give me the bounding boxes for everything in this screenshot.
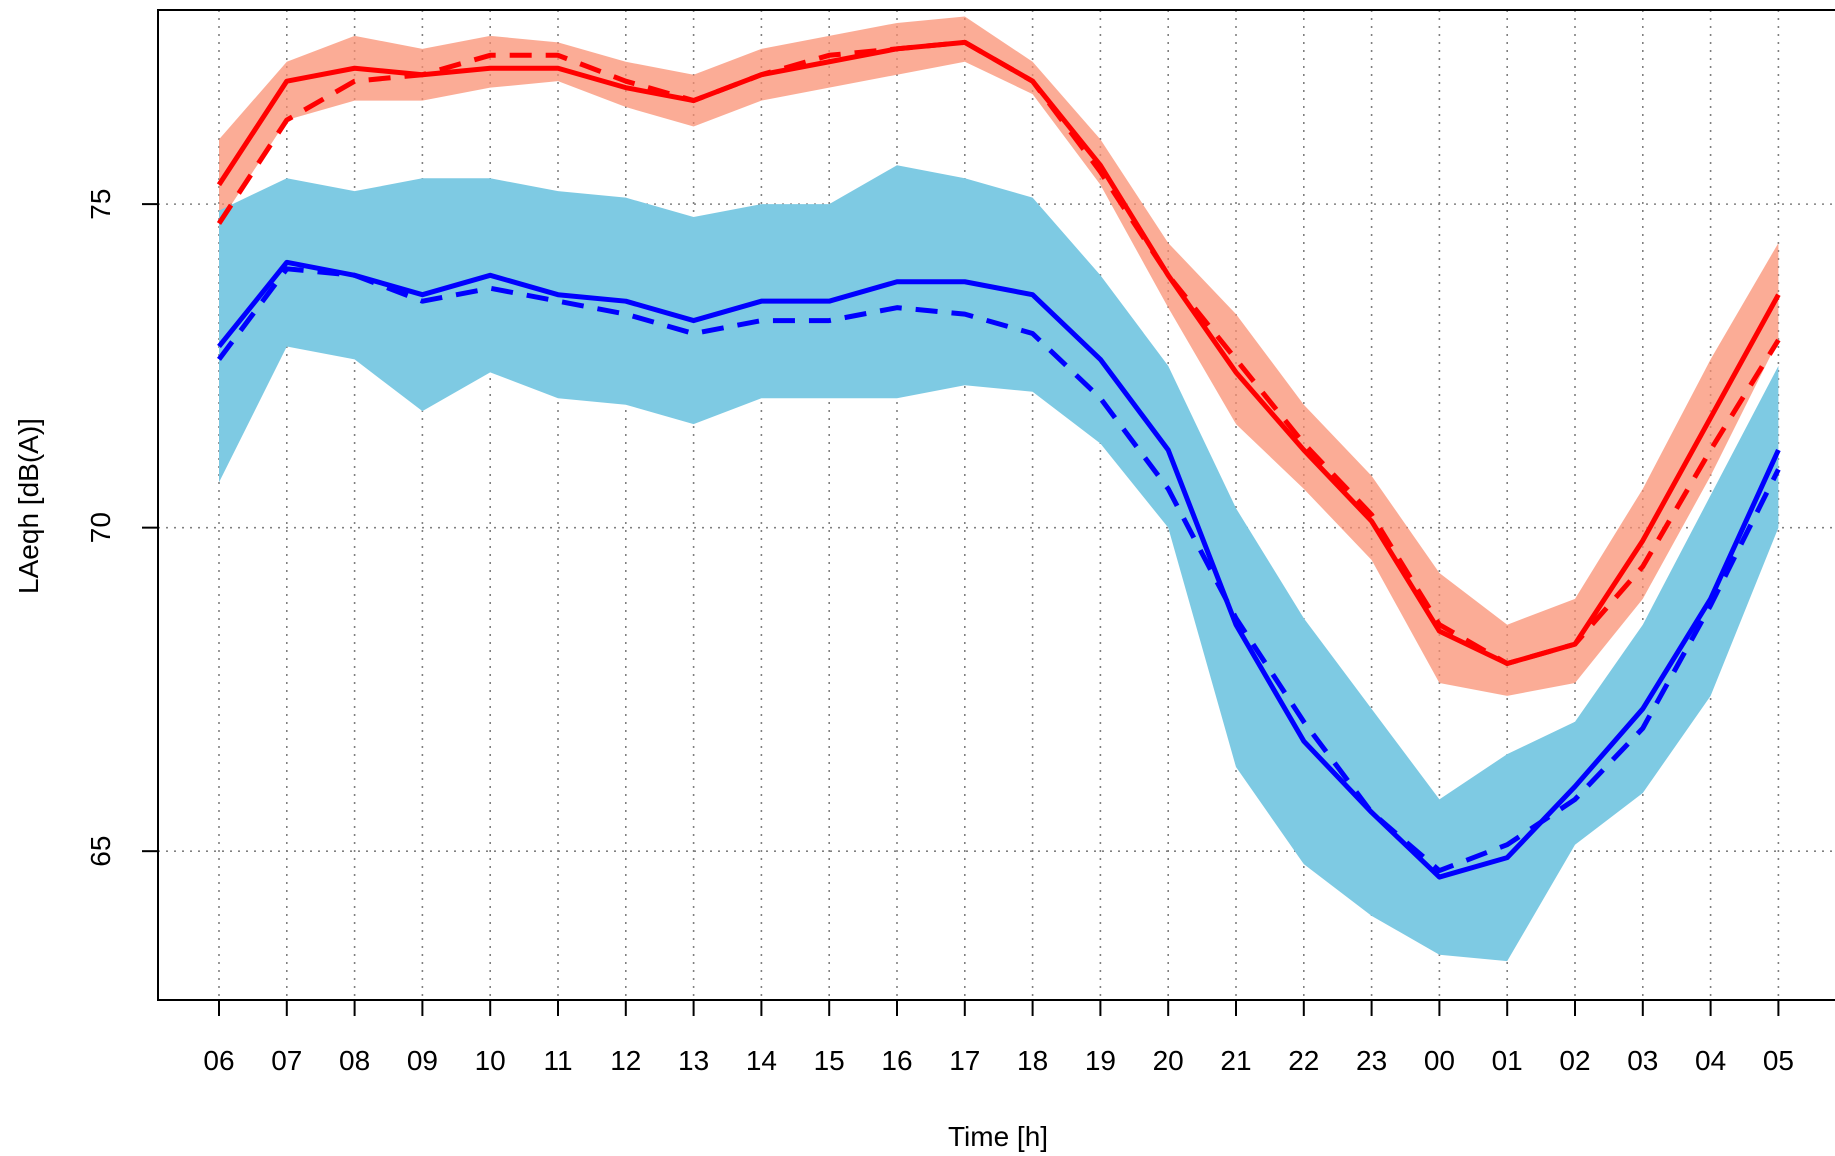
x-tick-label: 16 bbox=[881, 1045, 912, 1076]
x-tick-label: 07 bbox=[271, 1045, 302, 1076]
x-tick-label: 13 bbox=[678, 1045, 709, 1076]
x-tick-label: 23 bbox=[1356, 1045, 1387, 1076]
x-tick-label: 21 bbox=[1220, 1045, 1251, 1076]
band-1 bbox=[219, 165, 1779, 962]
x-tick-label: 08 bbox=[339, 1045, 370, 1076]
series-line-1 bbox=[216, 39, 1781, 667]
x-tick-label: 11 bbox=[543, 1045, 572, 1076]
y-axis: 65 70 75 bbox=[85, 189, 158, 867]
series-line-2 bbox=[217, 259, 1781, 880]
x-tick-label: 18 bbox=[1017, 1045, 1048, 1076]
y-tick-label: 65 bbox=[85, 836, 116, 867]
series-line-3 bbox=[216, 266, 1781, 874]
x-tick-label: 05 bbox=[1763, 1045, 1794, 1076]
x-axis-title: Time [h] bbox=[948, 1121, 1048, 1152]
x-tick-label: 19 bbox=[1085, 1045, 1116, 1076]
x-tick-label: 15 bbox=[814, 1045, 845, 1076]
x-tick-label: 01 bbox=[1492, 1045, 1523, 1076]
x-tick-label: 03 bbox=[1627, 1045, 1658, 1076]
y-tick-label: 70 bbox=[85, 512, 116, 543]
x-tick-label: 06 bbox=[203, 1045, 234, 1076]
y-axis-title: LAeqh [dB(A)] bbox=[13, 418, 44, 594]
x-tick-label: 17 bbox=[949, 1045, 980, 1076]
x-axis: 06 07 08 09 10 11 12 13 14 15 16 17 18 19 20 21 22 23 00 01… bbox=[203, 999, 1794, 1076]
x-tick-label: 14 bbox=[746, 1045, 777, 1076]
x-tick-label: 22 bbox=[1288, 1045, 1319, 1076]
x-tick-label: 10 bbox=[475, 1045, 506, 1076]
x-tick-label: 00 bbox=[1424, 1045, 1455, 1076]
y-tick-label: 75 bbox=[85, 189, 116, 220]
confidence-bands bbox=[219, 16, 1779, 962]
series-lines bbox=[216, 39, 1781, 880]
x-tick-label: 12 bbox=[610, 1045, 641, 1076]
band-0 bbox=[219, 16, 1779, 696]
grid-lines bbox=[158, 10, 1835, 1000]
x-tick-label: 04 bbox=[1695, 1045, 1726, 1076]
x-tick-label: 20 bbox=[1153, 1045, 1184, 1076]
x-tick-label: 09 bbox=[407, 1045, 438, 1076]
x-tick-label: 02 bbox=[1559, 1045, 1590, 1076]
